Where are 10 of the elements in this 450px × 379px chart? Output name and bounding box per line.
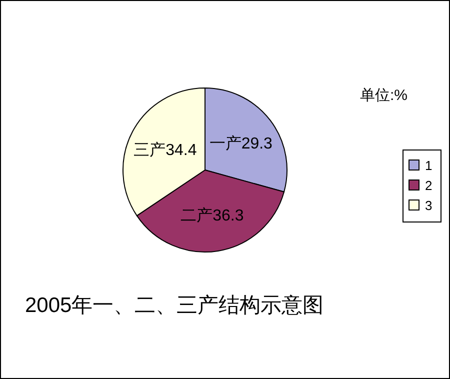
pie-slice: [136, 170, 285, 252]
legend-label: 3: [425, 198, 432, 213]
legend-label: 1: [425, 158, 432, 173]
data-label: 二产36.3: [180, 206, 244, 225]
text: 单位:%: [360, 87, 408, 104]
data-label: 三产34.4: [134, 140, 197, 159]
data-label: 一产29.3: [209, 134, 273, 153]
text: 2005年一、二、三产结构示意图: [25, 294, 324, 317]
legend-label: 2: [425, 178, 432, 193]
pie-slice: [204, 88, 288, 192]
